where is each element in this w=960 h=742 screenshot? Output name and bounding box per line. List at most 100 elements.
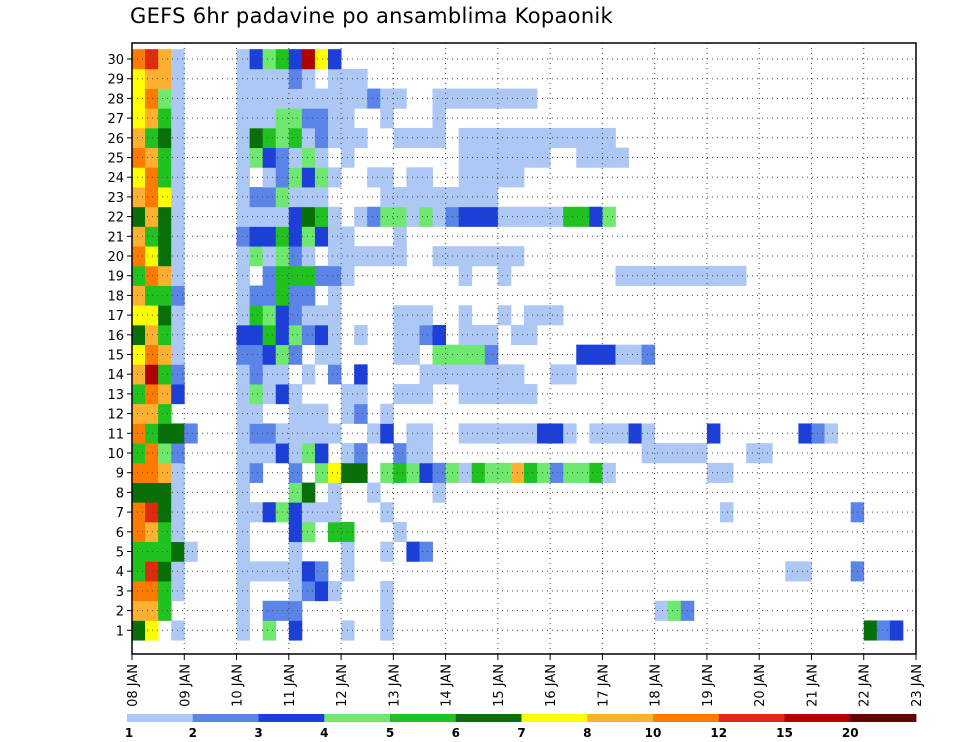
heatmap-cell [288,620,303,641]
heatmap-cell [288,502,303,523]
colorbar-label: 2 [189,726,197,740]
heatmap-cell [354,384,368,405]
heatmap-cell [132,541,146,562]
heatmap-cell [602,344,616,365]
heatmap-cell [301,581,316,602]
heatmap-cell [158,462,172,483]
heatmap-cell [262,88,277,109]
heatmap-cell [537,305,551,326]
y-tick-label: 29 [107,73,124,88]
heatmap-cell [249,127,264,149]
y-tick-label: 10 [107,447,124,462]
heatmap-cell [301,127,316,149]
colorbar-swatch [127,714,194,722]
heatmap-cell [589,127,603,149]
heatmap-cell [458,305,473,326]
heatmap-cell [314,88,329,109]
heatmap-cell [759,443,773,464]
heatmap-cell [236,600,250,621]
heatmap-cell [550,462,564,483]
heatmap-cell [458,265,473,286]
heatmap-cell [471,344,486,365]
heatmap-cell [288,187,303,208]
heatmap-cell [145,265,159,286]
heatmap-cell [262,187,277,208]
heatmap-cell [589,423,603,444]
x-tick-label: 12 JAN [335,664,350,707]
heatmap-cell [602,147,616,168]
colorbar-label: 20 [842,726,859,740]
heatmap-cell [158,403,172,424]
heatmap-cell [158,561,172,582]
heatmap-cell [249,561,264,582]
heatmap-cell [406,167,420,188]
y-tick-label: 11 [107,427,124,442]
heatmap-cell [132,187,146,208]
heatmap-cell [328,265,342,286]
heatmap-cell [145,364,159,385]
heatmap-cell [484,462,499,483]
colorbar-label: 5 [386,726,394,740]
heatmap-cell [145,600,159,621]
heatmap-cell [145,482,159,503]
heatmap-cell [288,167,303,188]
heatmap-cell [733,265,747,286]
heatmap-cell [406,187,420,208]
heatmap-cell [497,88,512,109]
heatmap-cell [132,502,146,523]
colorbar-swatch [455,714,522,722]
heatmap-cell [132,364,146,385]
heatmap-cell [524,324,538,346]
colorbar-label: 8 [583,726,591,740]
heatmap-cell [145,462,159,483]
heatmap-cell [367,88,381,109]
heatmap-cell [132,127,146,149]
heatmap-cell [693,443,708,464]
heatmap-cell [641,344,656,365]
heatmap-cell [406,423,420,444]
heatmap-cell [132,482,146,503]
y-tick-label: 26 [107,132,124,147]
heatmap-cell [145,423,159,444]
heatmap-cell [563,462,577,483]
heatmap-cell [602,127,616,149]
heatmap-cell [432,108,446,129]
heatmap-cell [314,305,329,326]
heatmap-cell [458,364,473,385]
heatmap-cell [628,423,642,444]
heatmap-cell [706,462,721,483]
heatmap-cell [328,167,342,188]
heatmap-cell [576,344,590,365]
heatmap-cell [367,423,381,444]
heatmap-cell [262,68,277,89]
heatmap-cell [654,265,669,286]
heatmap-cell [406,384,420,405]
heatmap-cell [132,521,146,543]
heatmap-cell [484,88,499,109]
heatmap-cell [393,305,407,326]
heatmap-cell [236,147,250,168]
heatmap-cell [158,68,172,89]
colorbar-swatch [718,714,785,722]
chart-title: GEFS 6hr padavine po ansamblima Kopaonik [130,4,614,28]
heatmap-cell [419,423,433,444]
heatmap-cell [145,88,159,109]
heatmap-cell [132,147,146,168]
heatmap-cell [537,127,551,149]
heatmap-cell [432,462,446,483]
heatmap-cell [471,384,486,405]
heatmap-cell [301,88,316,109]
heatmap-cell [301,187,316,208]
heatmap-cell [471,206,486,227]
heatmap-cell [145,226,159,247]
heatmap-cell [419,462,433,483]
y-tick-label: 13 [107,388,124,403]
heatmap-cell [288,384,303,405]
heatmap-cell [484,246,499,267]
heatmap-cell [288,600,303,621]
colorbar-label: 3 [254,726,262,740]
heatmap-cell [406,305,420,326]
heatmap-cell [288,226,303,247]
colorbar-label: 12 [710,726,727,740]
heatmap-cell [249,423,264,444]
